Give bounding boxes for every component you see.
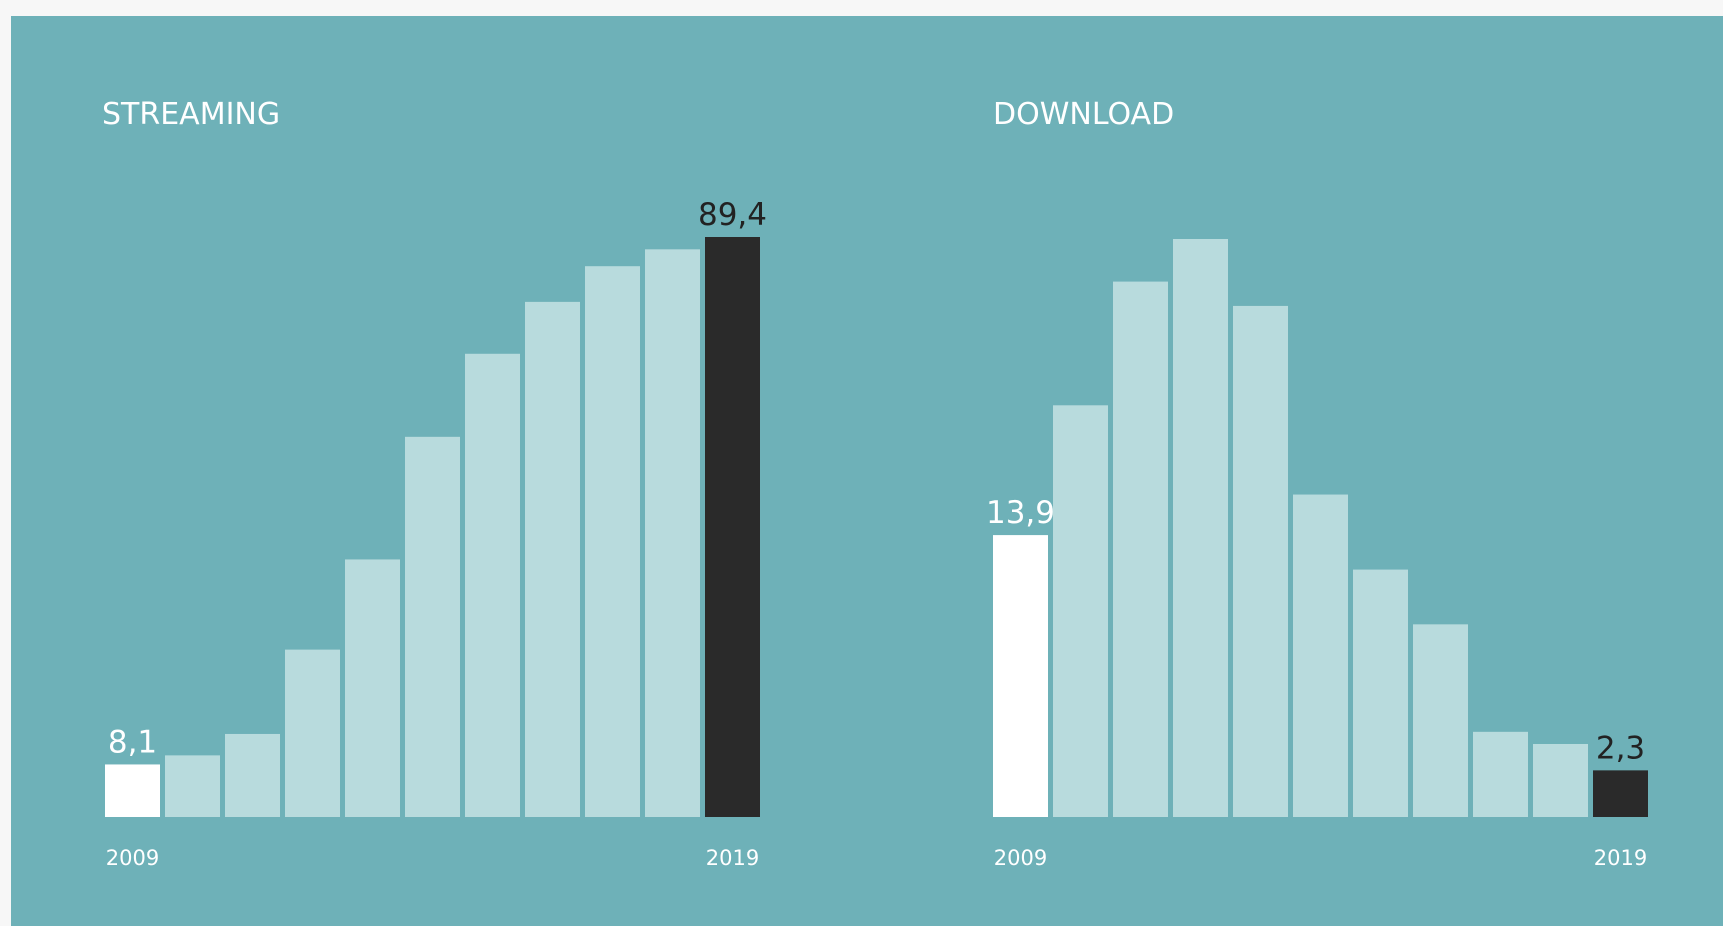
streaming-bar-2012	[285, 649, 340, 817]
download-bar-2011	[1113, 281, 1168, 817]
streaming-bar-2011	[225, 733, 280, 817]
download-bar-2018	[1533, 743, 1588, 817]
streaming-value-label-2009: 8,1	[108, 724, 157, 760]
streaming-tick-label-2019: 2019	[706, 846, 759, 870]
streaming-bar-2015	[465, 353, 520, 817]
streaming-chart-title: STREAMING	[102, 97, 280, 132]
download-bar-2012	[1173, 239, 1228, 817]
download-value-label-2019: 2,3	[1596, 730, 1645, 766]
streaming-tick-label-2009: 2009	[106, 846, 159, 870]
streaming-bar-2010	[165, 755, 220, 817]
streaming-value-label-2019: 89,4	[698, 197, 767, 233]
download-bar-2013	[1233, 305, 1288, 817]
download-chart: 13,9 2,3 2009 2019	[986, 239, 1648, 870]
streaming-bar-2013	[345, 559, 400, 817]
download-bar-2019	[1593, 770, 1648, 817]
streaming-bar-2018	[645, 249, 700, 818]
streaming-bar-2009	[105, 764, 160, 817]
download-bar-2014	[1293, 494, 1348, 817]
download-bar-2015	[1353, 569, 1408, 817]
streaming-bar-2014	[405, 436, 460, 817]
download-tick-label-2009: 2009	[994, 846, 1047, 870]
download-bar-2009	[993, 535, 1048, 817]
download-tick-label-2019: 2019	[1594, 846, 1647, 870]
download-bar-2016	[1413, 624, 1468, 817]
download-chart-title: DOWNLOAD	[993, 97, 1174, 132]
download-value-label-2009: 13,9	[986, 495, 1055, 531]
download-bar-2010	[1053, 405, 1108, 817]
download-bar-2017	[1473, 731, 1528, 817]
streaming-bar-2017	[585, 266, 640, 817]
streaming-bar-2016	[525, 301, 580, 817]
streaming-chart: 8,1 89,4 2009 2019	[105, 197, 767, 870]
streaming-bar-2019	[705, 237, 760, 817]
